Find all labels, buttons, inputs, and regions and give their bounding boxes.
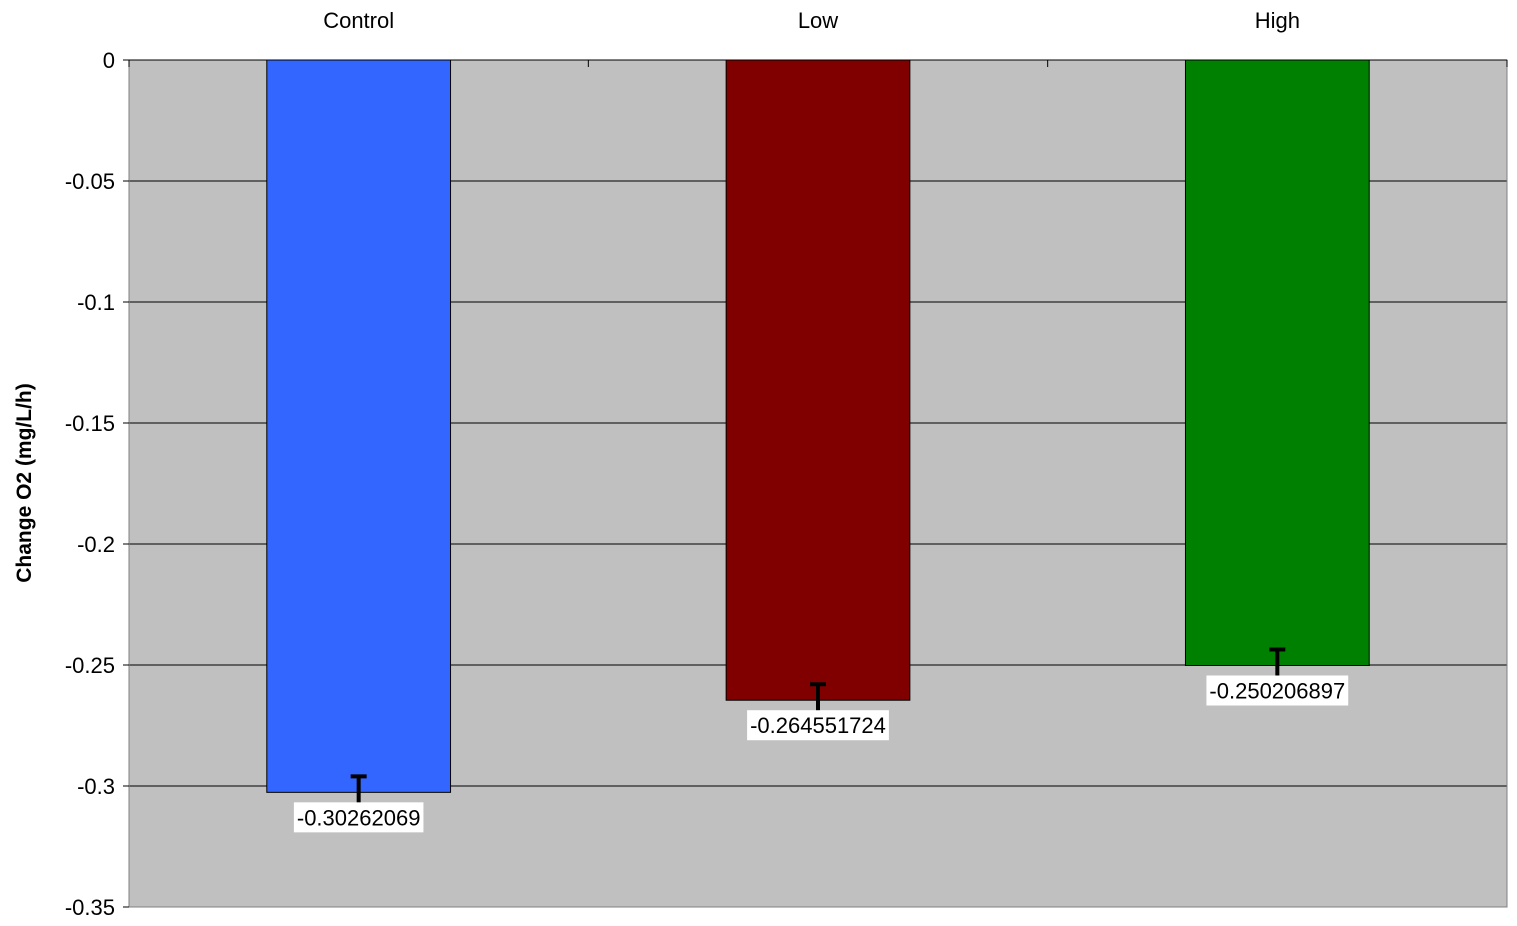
data-labels: -0.30262069 -0.264551724 -0.250206897 <box>293 675 1349 833</box>
y-tick-label: -0.05 <box>65 169 115 194</box>
y-axis-title: Change O2 (mg/L/h) <box>13 383 36 583</box>
data-label-box <box>293 802 424 833</box>
x-axis: Control Low High <box>128 8 1508 67</box>
x-tick-label: High <box>1255 8 1300 33</box>
bar-low <box>725 59 911 701</box>
y-tick-label: -0.2 <box>77 532 115 557</box>
data-label: -0.264551724 <box>747 710 889 741</box>
bar-control <box>266 59 452 793</box>
y-axis: 0 -0.05 -0.1 -0.15 -0.2 -0.25 -0.3 -0.35 <box>65 48 129 920</box>
y-tick-label: -0.1 <box>77 290 115 315</box>
x-tick-label: Low <box>798 8 838 33</box>
bar-high <box>1184 59 1370 667</box>
data-label-text: -0.264551724 <box>750 713 886 738</box>
x-tick-label: Control <box>323 8 394 33</box>
data-label: -0.30262069 <box>293 802 424 833</box>
y-tick-label: -0.35 <box>65 895 115 920</box>
data-label: -0.250206897 <box>1206 675 1349 706</box>
y-tick-label: -0.15 <box>65 411 115 436</box>
data-label-text: -0.250206897 <box>1209 679 1345 704</box>
data-label-box <box>1206 675 1349 706</box>
y-tick-label: -0.3 <box>77 774 115 799</box>
data-label-text: -0.30262069 <box>297 805 421 830</box>
data-label-box <box>747 710 889 741</box>
y-tick-label: -0.25 <box>65 653 115 678</box>
y-tick-label: 0 <box>103 48 115 73</box>
